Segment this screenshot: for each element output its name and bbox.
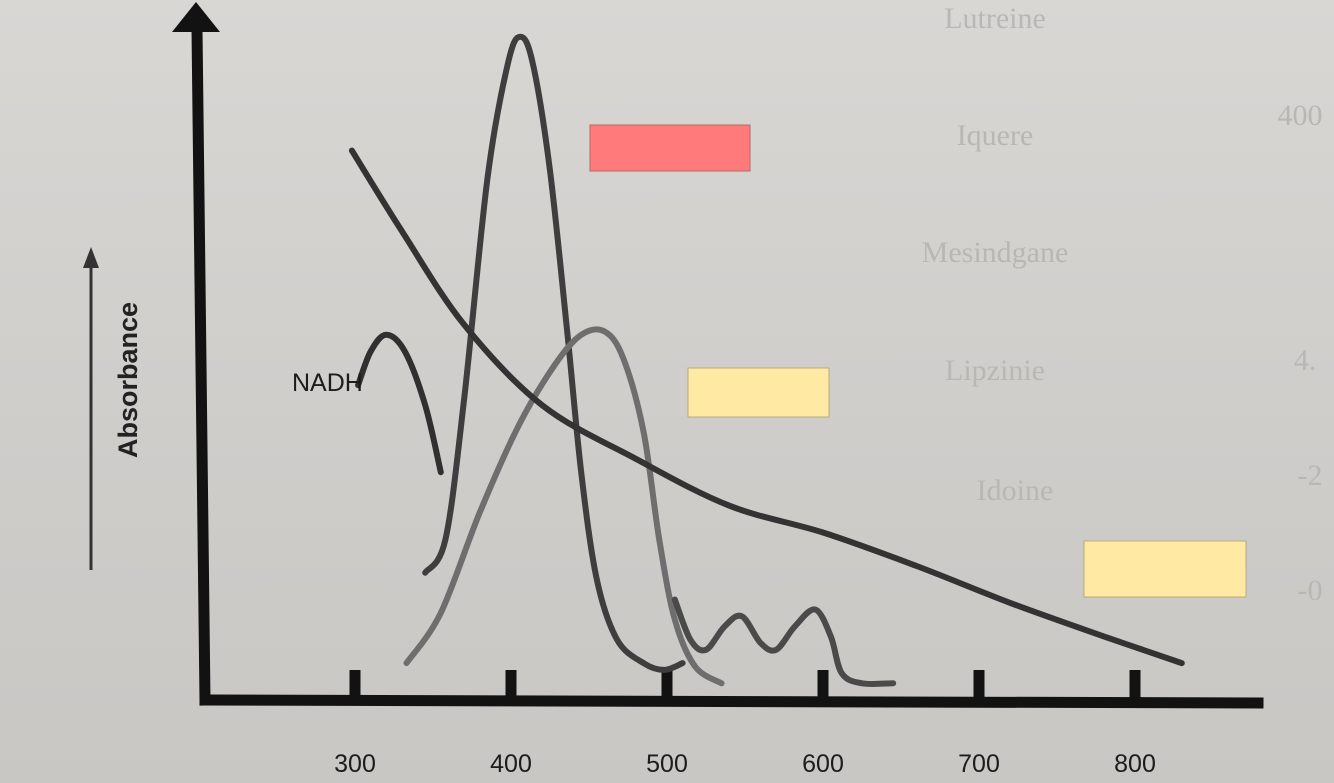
ghost-text: Mesindgane [922,236,1069,269]
absorbance-arrow [83,247,99,570]
x-tick-label-400: 400 [490,750,532,778]
y-axis-arrowhead [172,2,220,32]
x-tick-label-500: 500 [646,750,688,778]
ghost-text: 400 [1278,99,1323,132]
ghost-text: Idoine [977,474,1054,507]
x-tick-label-300: 300 [334,750,376,778]
curve-decay [348,147,1185,667]
ghost-text: -0 [1298,574,1323,607]
curve-nadh [355,331,444,476]
ghost-text: -2 [1298,459,1323,492]
curve-triple-peak [671,596,897,688]
curves [348,33,1185,688]
nadh-label: NADH [292,369,363,397]
ghost-text: Lipzinie [945,354,1045,387]
x-axis [199,694,1264,709]
ghost-text: Iquere [957,119,1034,152]
x-tick-label-800: 800 [1114,750,1156,778]
x-tick-label-600: 600 [802,750,844,778]
x-tick-labels: 300 400 500 600 700 800 [334,750,1156,778]
label-box-red[interactable] [589,124,751,172]
label-box-yellow-1[interactable] [687,367,830,418]
label-box-yellow-2[interactable] [1083,540,1247,598]
curve-broad-peak [403,326,725,687]
curve-sharp-peak [422,33,686,673]
ghost-text: Lutreine [944,2,1046,35]
x-tick-label-700: 700 [958,750,1000,778]
y-axis-title: Absorbance [113,302,143,458]
axes [191,24,1264,709]
ghost-text: 4. [1294,344,1317,377]
y-axis [191,24,211,706]
ghost-text-layer: Lutreine Iquere Mesindgane Lipzinie Idoine 40… [922,2,1323,607]
x-ticks [349,670,1141,700]
